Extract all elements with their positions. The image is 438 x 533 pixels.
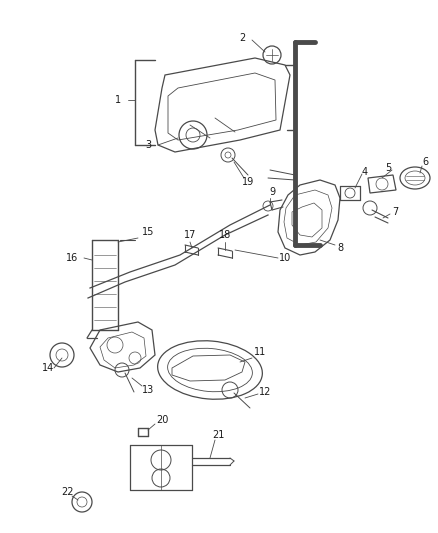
Text: 3: 3 [145, 140, 151, 150]
Text: 17: 17 [184, 230, 196, 240]
Text: 4: 4 [362, 167, 368, 177]
Text: 21: 21 [212, 430, 224, 440]
Text: 19: 19 [242, 177, 254, 187]
Text: 14: 14 [42, 363, 54, 373]
Text: 16: 16 [66, 253, 78, 263]
Text: 20: 20 [156, 415, 168, 425]
Text: 12: 12 [259, 387, 271, 397]
Text: 18: 18 [219, 230, 231, 240]
Text: 13: 13 [142, 385, 154, 395]
Text: 22: 22 [62, 487, 74, 497]
Text: 5: 5 [385, 163, 391, 173]
Text: 11: 11 [254, 347, 266, 357]
Text: 2: 2 [239, 33, 245, 43]
Text: 15: 15 [142, 227, 154, 237]
Text: 10: 10 [279, 253, 291, 263]
Text: 6: 6 [422, 157, 428, 167]
Text: 1: 1 [115, 95, 121, 105]
Text: 9: 9 [269, 187, 275, 197]
Text: 8: 8 [337, 243, 343, 253]
Text: 7: 7 [392, 207, 398, 217]
